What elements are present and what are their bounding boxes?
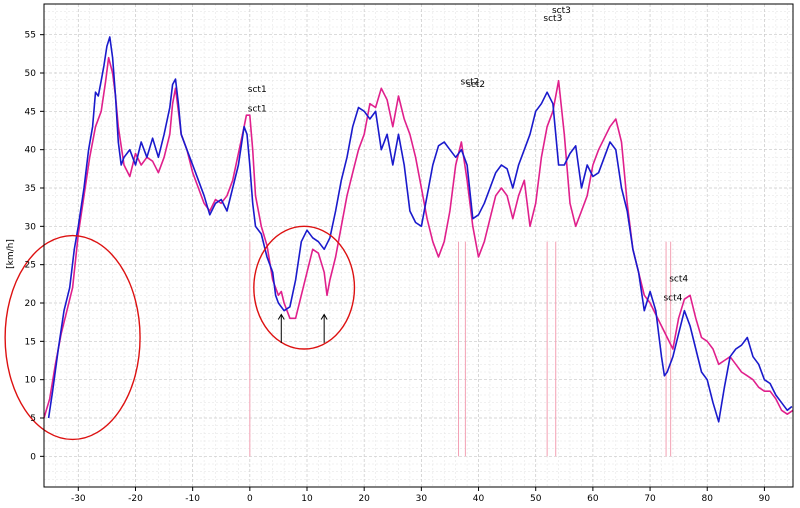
x-tick-label: 0 [247, 494, 253, 504]
x-tick-label: -30 [71, 494, 86, 504]
section-label: sct1 [248, 104, 267, 114]
arrow-markers [277, 313, 328, 343]
y-axis-ticks: 0 5 10 15 20 25 30 35 40 45 50 55 [25, 31, 44, 462]
y-tick-label: 10 [25, 376, 37, 386]
x-tick-label: 70 [644, 494, 656, 504]
plot-frame [43, 3, 794, 488]
x-tick-label: 60 [587, 494, 599, 504]
series-magenta-line [43, 56, 794, 419]
x-tick-label: 50 [530, 494, 542, 504]
y-tick-label: 50 [25, 69, 37, 79]
minor-grid [43, 3, 793, 488]
y-tick-label: 40 [25, 146, 37, 156]
y-tick-label: 5 [30, 414, 36, 424]
highlight-circle [4, 234, 141, 441]
y-tick-label: 20 [25, 299, 37, 309]
y-tick-label: 0 [30, 452, 36, 462]
section-label: sct2 [466, 80, 485, 90]
major-grid [44, 4, 793, 487]
highlight-circle [253, 225, 356, 350]
x-tick-label: -10 [185, 494, 200, 504]
section-label: sct2 [461, 78, 480, 88]
arrow-head [320, 313, 328, 320]
y-tick-label: 45 [25, 107, 36, 117]
arrow-head [277, 313, 285, 320]
x-tick-label: 30 [416, 494, 428, 504]
x-tick-label: 10 [301, 494, 313, 504]
section-label: sct4 [669, 275, 688, 285]
highlight-circles [4, 225, 356, 441]
y-tick-label: 15 [25, 337, 36, 347]
series-lines [43, 36, 794, 423]
y-axis-label: [km/h] [6, 239, 16, 269]
y-tick-label: 30 [25, 222, 37, 232]
section-label: sct3 [552, 6, 571, 16]
section-label: sct3 [543, 14, 562, 24]
x-tick-label: 80 [702, 494, 714, 504]
section-label: sct4 [663, 294, 682, 304]
x-tick-label: -20 [128, 494, 143, 504]
x-axis-ticks: -30 -20 -10 0 10 20 30 40 50 60 70 80 90 [71, 487, 770, 504]
series-blue-line [47, 36, 793, 423]
x-tick-label: 20 [358, 494, 370, 504]
y-tick-label: 25 [25, 261, 36, 271]
y-tick-label: 55 [25, 31, 36, 41]
section-marker-lines [249, 241, 672, 457]
section-label: sct1 [248, 85, 267, 95]
y-tick-label: 35 [25, 184, 36, 194]
x-tick-label: 90 [759, 494, 771, 504]
x-tick-label: 40 [473, 494, 485, 504]
